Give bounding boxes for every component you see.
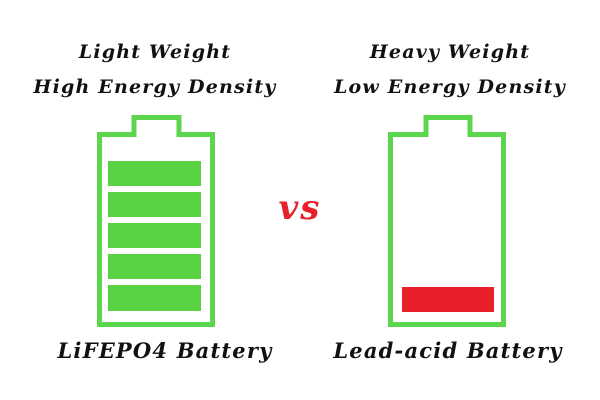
vs-label: vs [278,188,322,228]
right-charge-segment-1 [402,287,494,312]
left-charge-segment-2 [108,192,201,217]
right-battery-label: Lead-acid Battery [333,338,563,363]
left-line1: Light Weight [78,41,232,63]
battery-low-icon [388,115,506,327]
left-charge-segment-5 [108,285,201,311]
right-line2: Low Energy Density [333,76,567,98]
battery-full-icon [97,115,215,327]
left-charge-segment-3 [108,223,201,248]
left-charge-segment-4 [108,254,201,279]
right-line1: Heavy Weight [369,41,531,63]
left-battery-label: LiFEPO4 Battery [57,338,273,363]
left-line2: High Energy Density [33,76,277,98]
left-charge-segment-1 [108,161,201,186]
